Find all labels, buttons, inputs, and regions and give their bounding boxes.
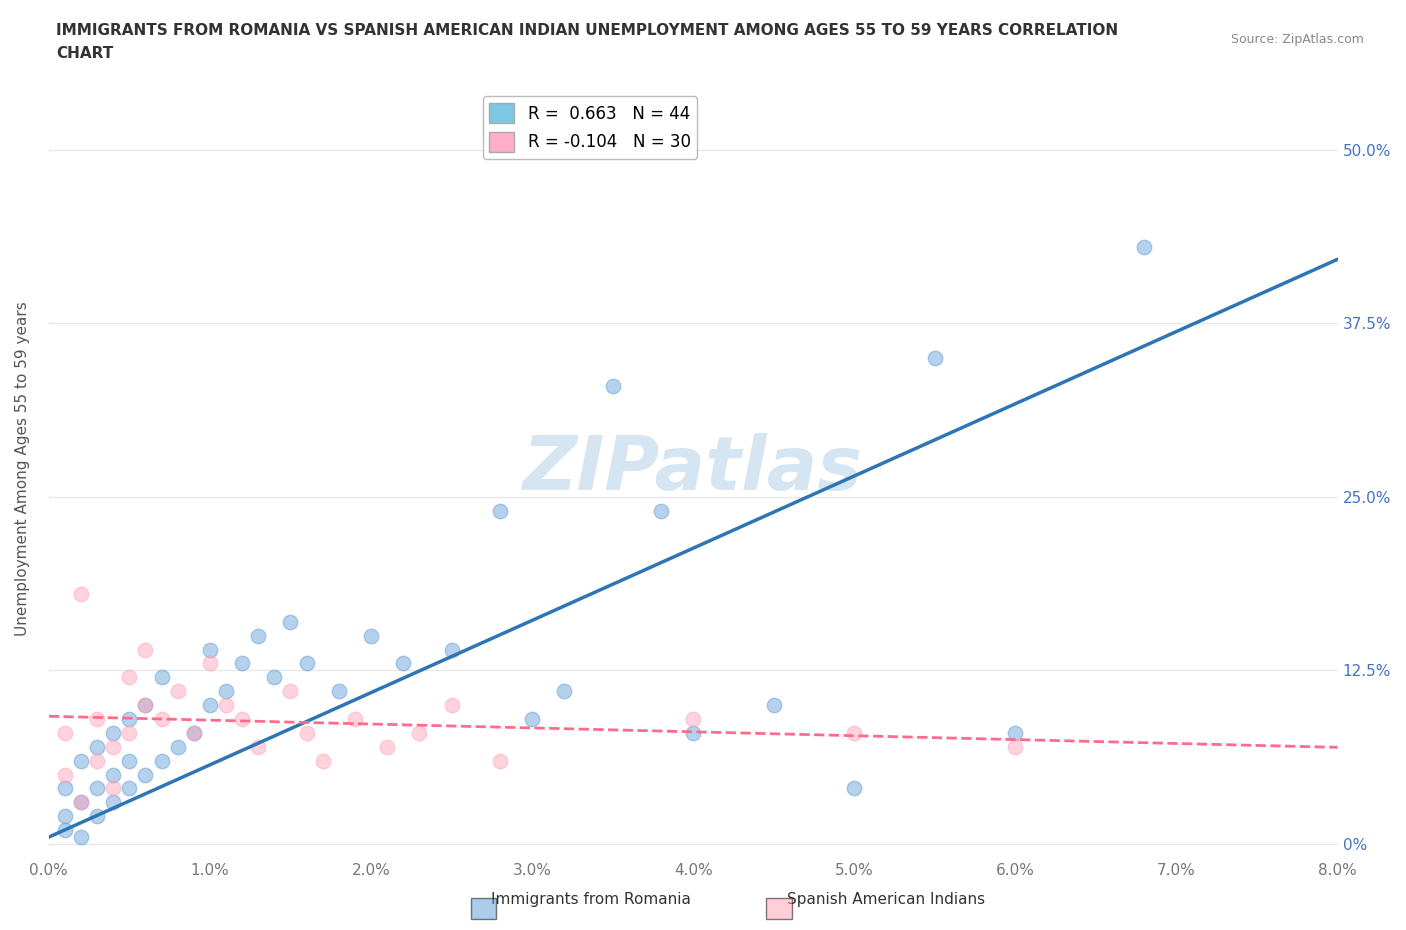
Point xyxy=(375,739,398,754)
Point xyxy=(118,781,141,796)
Point xyxy=(70,795,93,810)
Point xyxy=(103,767,125,782)
Point xyxy=(231,711,253,726)
Point xyxy=(328,684,350,698)
Point xyxy=(602,379,624,393)
Point xyxy=(231,656,253,671)
Point xyxy=(215,698,238,712)
Point xyxy=(215,684,238,698)
Point xyxy=(118,725,141,740)
Point xyxy=(86,809,108,824)
Point xyxy=(183,725,205,740)
Point xyxy=(198,698,221,712)
Point xyxy=(247,629,270,644)
Point xyxy=(489,753,512,768)
Point xyxy=(198,656,221,671)
Point xyxy=(844,781,866,796)
Point xyxy=(70,830,93,844)
Point xyxy=(86,739,108,754)
Point xyxy=(440,642,463,657)
Point xyxy=(762,698,785,712)
Point xyxy=(86,753,108,768)
Text: Source: ZipAtlas.com: Source: ZipAtlas.com xyxy=(1230,33,1364,46)
Point xyxy=(360,629,382,644)
Point xyxy=(247,739,270,754)
Point xyxy=(134,698,156,712)
Point xyxy=(134,698,156,712)
Point xyxy=(150,753,173,768)
Point xyxy=(1004,725,1026,740)
Point xyxy=(682,711,704,726)
Point xyxy=(70,587,93,602)
Point xyxy=(295,725,318,740)
Text: ZIPatlas: ZIPatlas xyxy=(523,432,863,506)
Point xyxy=(392,656,415,671)
Point xyxy=(343,711,366,726)
Point xyxy=(118,711,141,726)
Point xyxy=(440,698,463,712)
Point xyxy=(53,809,76,824)
Point xyxy=(1133,239,1156,254)
Text: CHART: CHART xyxy=(56,46,114,61)
Point xyxy=(70,753,93,768)
Point xyxy=(70,795,93,810)
Point xyxy=(103,795,125,810)
Point xyxy=(134,767,156,782)
Point xyxy=(150,670,173,684)
Point xyxy=(53,823,76,838)
Point xyxy=(86,781,108,796)
Point xyxy=(53,725,76,740)
Point xyxy=(103,725,125,740)
Point xyxy=(408,725,430,740)
Point xyxy=(280,684,302,698)
Point xyxy=(520,711,543,726)
Text: Immigrants from Romania: Immigrants from Romania xyxy=(491,892,690,907)
Point xyxy=(311,753,333,768)
Point xyxy=(118,753,141,768)
Point xyxy=(53,781,76,796)
Point xyxy=(103,781,125,796)
Point xyxy=(263,670,285,684)
Point xyxy=(553,684,575,698)
Point xyxy=(103,739,125,754)
Legend: R =  0.663   N = 44, R = -0.104   N = 30: R = 0.663 N = 44, R = -0.104 N = 30 xyxy=(482,96,697,158)
Point xyxy=(280,615,302,630)
Point xyxy=(183,725,205,740)
Point xyxy=(118,670,141,684)
Point xyxy=(166,739,188,754)
Point xyxy=(86,711,108,726)
Point xyxy=(134,642,156,657)
Point xyxy=(53,767,76,782)
Point xyxy=(924,351,946,365)
Y-axis label: Unemployment Among Ages 55 to 59 years: Unemployment Among Ages 55 to 59 years xyxy=(15,301,30,636)
Point xyxy=(198,642,221,657)
Text: Spanish American Indians: Spanish American Indians xyxy=(787,892,984,907)
Point xyxy=(166,684,188,698)
Point xyxy=(150,711,173,726)
Point xyxy=(1004,739,1026,754)
Point xyxy=(682,725,704,740)
Point xyxy=(295,656,318,671)
Text: IMMIGRANTS FROM ROMANIA VS SPANISH AMERICAN INDIAN UNEMPLOYMENT AMONG AGES 55 TO: IMMIGRANTS FROM ROMANIA VS SPANISH AMERI… xyxy=(56,23,1118,38)
Point xyxy=(489,503,512,518)
Point xyxy=(650,503,672,518)
Point xyxy=(844,725,866,740)
